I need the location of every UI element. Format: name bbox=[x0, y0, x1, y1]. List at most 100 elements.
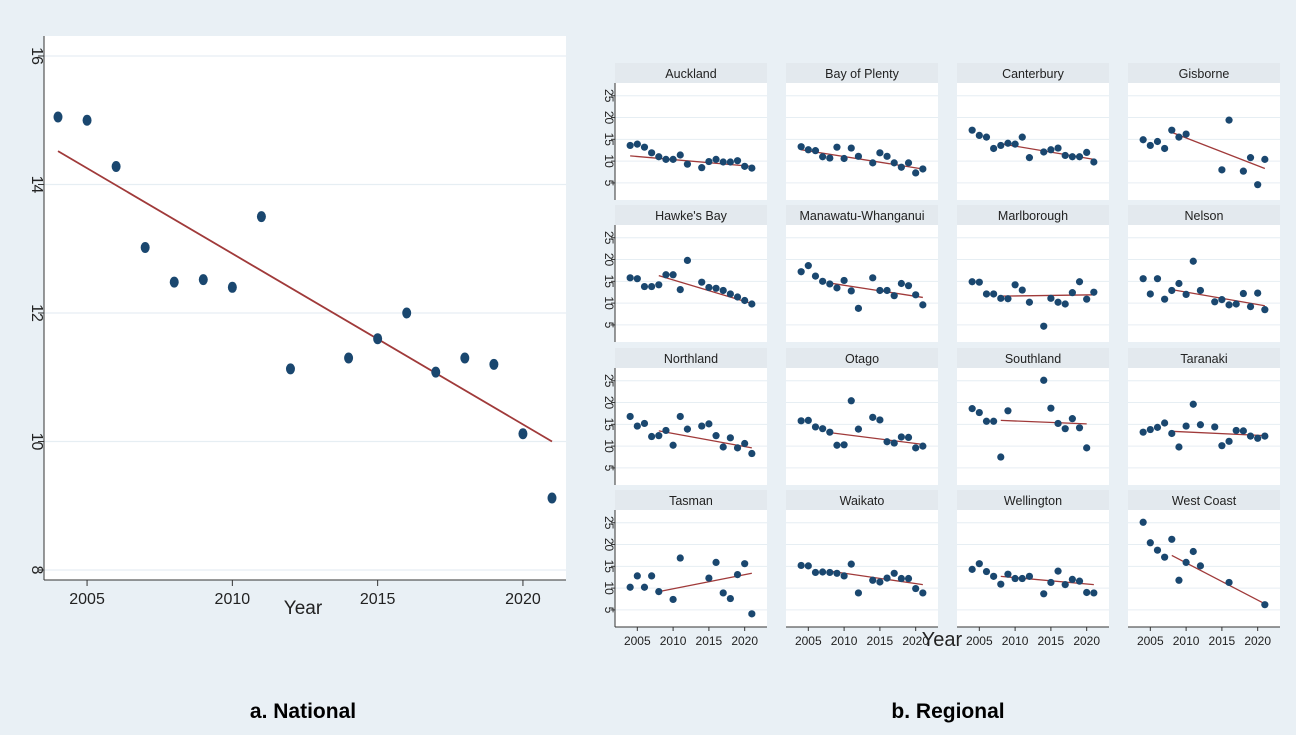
facet-data-point bbox=[1146, 141, 1154, 150]
facet-data-point bbox=[748, 610, 756, 618]
facet-data-point bbox=[1225, 578, 1233, 587]
facet-x-tick-label: 2020 bbox=[1073, 634, 1100, 648]
facet-data-point bbox=[883, 286, 891, 295]
national-data-point bbox=[82, 114, 92, 126]
facet-data-point bbox=[1211, 423, 1219, 431]
facet-data-point bbox=[1254, 181, 1262, 189]
facet-plot-area bbox=[1128, 225, 1280, 342]
facet-data-point bbox=[1225, 301, 1233, 309]
facet-data-point bbox=[1004, 407, 1012, 415]
facet-data-point bbox=[640, 282, 649, 291]
facet-data-point bbox=[1239, 427, 1247, 435]
facet-data-point bbox=[982, 290, 991, 298]
national-x-tick-label: 2005 bbox=[69, 591, 105, 608]
facet-data-point bbox=[1004, 139, 1012, 147]
national-data-point bbox=[285, 363, 295, 375]
facet-plot-area bbox=[957, 510, 1109, 627]
facet-data-point bbox=[1054, 144, 1062, 152]
facet-data-point bbox=[640, 419, 649, 428]
facet-data-point bbox=[1168, 535, 1176, 543]
facet-strip bbox=[1128, 348, 1280, 368]
facet: Wellington 2005 2010 2015 2020 bbox=[957, 490, 1109, 648]
facet-data-point bbox=[819, 277, 827, 285]
facet-title: Otago bbox=[845, 352, 879, 366]
facet-data-point bbox=[1153, 546, 1162, 554]
facet-data-point bbox=[854, 152, 863, 160]
national-data-point bbox=[489, 358, 499, 370]
facet-data-point bbox=[648, 432, 656, 441]
facet: Bay of Plenty bbox=[786, 63, 938, 200]
facet-data-point bbox=[719, 589, 727, 597]
facet-data-point bbox=[883, 152, 891, 160]
facet-data-point bbox=[633, 572, 641, 580]
facet-data-point bbox=[897, 433, 905, 441]
facet: Gisborne bbox=[1128, 63, 1280, 200]
facet-data-point bbox=[1175, 576, 1183, 584]
facet-data-point bbox=[797, 561, 805, 570]
facet-plot-area bbox=[615, 225, 767, 342]
facet-data-point bbox=[826, 280, 834, 288]
facet-data-point bbox=[826, 428, 834, 436]
facet-data-point bbox=[1075, 153, 1084, 161]
national-data-point bbox=[431, 366, 441, 378]
facet-data-point bbox=[1004, 570, 1012, 578]
facet-data-point bbox=[840, 572, 848, 580]
facet-data-point bbox=[1168, 126, 1176, 134]
facet-plot-area bbox=[1128, 510, 1280, 627]
facet-x-tick-label: 2005 bbox=[1137, 634, 1164, 648]
facet-data-point bbox=[626, 583, 634, 591]
facet-data-point bbox=[741, 162, 749, 170]
facet-data-point bbox=[1047, 294, 1055, 302]
national-x-tick-label: 2015 bbox=[360, 591, 396, 608]
facet-data-point bbox=[741, 439, 749, 448]
facet-data-point bbox=[869, 576, 877, 584]
facet-data-point bbox=[826, 154, 834, 162]
national-data-point bbox=[402, 307, 412, 319]
facet-x-tick-label: 2010 bbox=[660, 634, 687, 648]
facet-data-point bbox=[919, 165, 927, 173]
facet-data-point bbox=[1011, 574, 1019, 583]
facet-x-tick-label: 2020 bbox=[1244, 634, 1271, 648]
facet-data-point bbox=[1047, 404, 1055, 412]
facet-data-point bbox=[655, 153, 663, 161]
facet-title: Auckland bbox=[665, 67, 716, 81]
facet-data-point bbox=[1040, 376, 1048, 384]
facet-data-point bbox=[1254, 289, 1262, 297]
national-data-point bbox=[111, 161, 121, 173]
facet-data-point bbox=[1025, 154, 1034, 162]
facet-data-point bbox=[1090, 589, 1098, 597]
facet-data-point bbox=[833, 569, 841, 577]
facet-data-point bbox=[1068, 153, 1076, 161]
facet-data-point bbox=[698, 278, 706, 286]
facet-data-point bbox=[733, 444, 742, 452]
facet-data-point bbox=[669, 441, 677, 449]
national-axes: 8 10 12 14 16 2005 2010 2015 2020 bbox=[28, 36, 566, 608]
facet-data-point bbox=[912, 169, 920, 177]
facet-y-tick-label: 5 bbox=[602, 322, 616, 329]
national-data-point bbox=[373, 333, 383, 345]
facet-data-point bbox=[840, 441, 848, 449]
facet-y-tick-label: 15 bbox=[602, 275, 616, 289]
facet: Otago bbox=[786, 348, 938, 485]
facet-plot-area bbox=[1128, 83, 1280, 200]
national-data-point bbox=[169, 276, 179, 288]
facet-data-point bbox=[919, 589, 927, 597]
facet-data-point bbox=[719, 158, 727, 166]
facet-data-point bbox=[655, 432, 663, 440]
facet: Southland bbox=[957, 348, 1109, 485]
facet-data-point bbox=[1018, 574, 1026, 583]
facet-x-tick-label: 2015 bbox=[1038, 634, 1065, 648]
facet-data-point bbox=[890, 159, 898, 167]
facet-y-tick-label: 5 bbox=[602, 180, 616, 187]
facet-data-point bbox=[982, 567, 991, 576]
facet-title: Marlborough bbox=[998, 209, 1068, 223]
facet-data-point bbox=[1153, 275, 1162, 283]
facet-data-point bbox=[1054, 567, 1062, 575]
facet-data-point bbox=[1061, 300, 1069, 308]
facet: Auckland 5 10 15 20 25 bbox=[602, 63, 767, 200]
facet-data-point bbox=[1189, 257, 1197, 265]
facet-data-point bbox=[804, 146, 812, 154]
facet-data-point bbox=[847, 287, 855, 295]
facet-x-tick-label: 2015 bbox=[696, 634, 723, 648]
facet-data-point bbox=[1054, 419, 1062, 428]
